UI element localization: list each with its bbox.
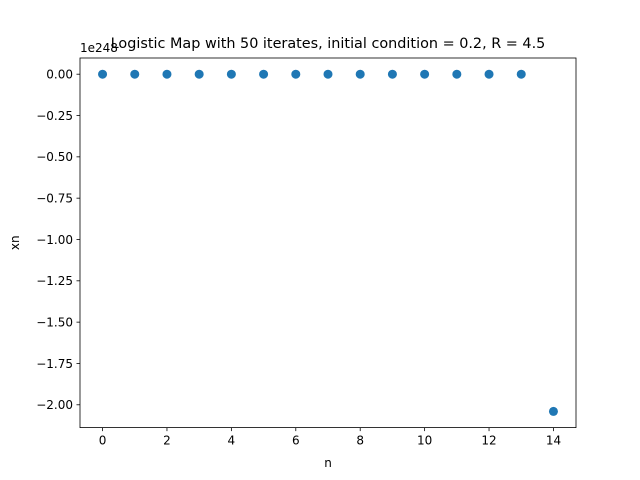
x-tick-label: 10	[417, 434, 432, 448]
data-point	[420, 69, 430, 79]
data-point	[194, 69, 204, 79]
y-offset-text: 1e248	[80, 41, 118, 55]
y-tick-label: −1.25	[36, 274, 73, 288]
y-tick-label: −0.50	[36, 150, 73, 164]
plot-frame	[79, 57, 577, 429]
data-point	[130, 69, 140, 79]
x-tick-label: 2	[163, 434, 171, 448]
y-axis: 0.00 −0.25 −0.50 −0.75 −1.00 −1.25 −1.50 −1.75 −…	[36, 67, 80, 412]
data-point	[484, 69, 494, 79]
data-point	[162, 69, 172, 79]
data-point	[98, 69, 108, 79]
y-tick-label: −1.50	[36, 315, 73, 329]
x-tick-label: 14	[546, 434, 561, 448]
data-point	[323, 69, 333, 79]
y-axis-label: xn	[8, 235, 22, 250]
y-tick-label: −2.00	[36, 398, 73, 412]
data-point	[452, 69, 462, 79]
y-tick-label: 0.00	[46, 67, 73, 81]
y-tick-label: −1.00	[36, 233, 73, 247]
x-tick-label: 6	[292, 434, 300, 448]
data-point	[548, 406, 558, 416]
data-point	[259, 69, 269, 79]
x-tick-label: 8	[356, 434, 364, 448]
data-point	[516, 69, 526, 79]
data-point	[291, 69, 301, 79]
x-axis: 0 2 4 6 8 10 12 14	[99, 427, 561, 448]
y-tick-label: −0.25	[36, 109, 73, 123]
chart-title: Logistic Map with 50 iterates, initial c…	[111, 36, 546, 52]
plot-marks	[98, 69, 558, 416]
data-point	[226, 69, 236, 79]
data-point	[387, 69, 397, 79]
x-tick-label: 0	[99, 434, 107, 448]
y-tick-label: −1.75	[36, 357, 73, 371]
x-axis-label: n	[324, 456, 332, 470]
x-tick-label: 12	[481, 434, 496, 448]
y-tick-label: −0.75	[36, 191, 73, 205]
x-tick-label: 4	[228, 434, 236, 448]
data-point	[355, 69, 365, 79]
